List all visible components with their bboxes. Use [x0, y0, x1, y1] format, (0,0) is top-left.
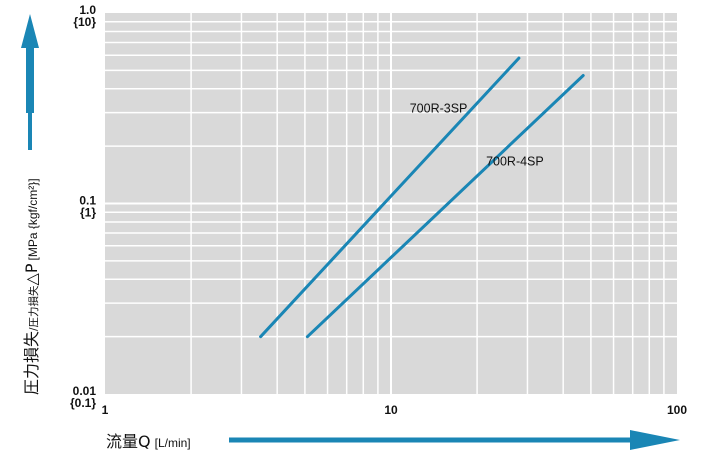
x-tick-label: 100: [667, 403, 687, 417]
series-label-700R-4SP: 700R-4SP: [486, 155, 544, 169]
y-tick-sublabel: {0.1}: [70, 396, 96, 410]
y-tick-sublabel: {1}: [80, 206, 96, 220]
series-lines: 700R-3SP 700R-4SP: [259, 56, 585, 339]
series-line-700R-3SP: [259, 56, 521, 339]
x-tick-label: 1: [102, 403, 109, 417]
y-axis-label-main: 圧力損失: [22, 331, 41, 395]
x-axis-arrow-icon: [630, 430, 680, 450]
y-tick-sublabel: {10}: [73, 15, 96, 29]
x-tick-label: 10: [384, 403, 398, 417]
series-line-700R-4SP: [305, 74, 585, 339]
y-axis-label-unit: [MPa {kgf/cm²}]: [26, 178, 40, 260]
y-tick-label: 1.0: [79, 3, 96, 17]
y-axis-label-symbol: △P: [22, 263, 41, 285]
x-axis-label-unit: [L/min]: [155, 436, 191, 450]
grid-lines: [105, 13, 677, 394]
x-axis-label-main: 流量Q: [106, 432, 151, 451]
x-axis-label: 流量Q [L/min]: [106, 432, 191, 451]
y-tick-label: 0.1: [79, 194, 96, 208]
series-label-700R-3SP: 700R-3SP: [410, 102, 468, 116]
y-tick-label: 0.01: [73, 384, 97, 398]
tick-labels: 1 10 100 1.0{10} 0.1{1} 0.01{0.1}: [70, 3, 687, 417]
y-axis-arrow-icon: [21, 14, 39, 113]
y-axis-label-sub: /圧力損失: [27, 285, 40, 331]
y-axis-label: 圧力損失/圧力損失△P [MPa {kgf/cm²}]: [22, 178, 41, 395]
